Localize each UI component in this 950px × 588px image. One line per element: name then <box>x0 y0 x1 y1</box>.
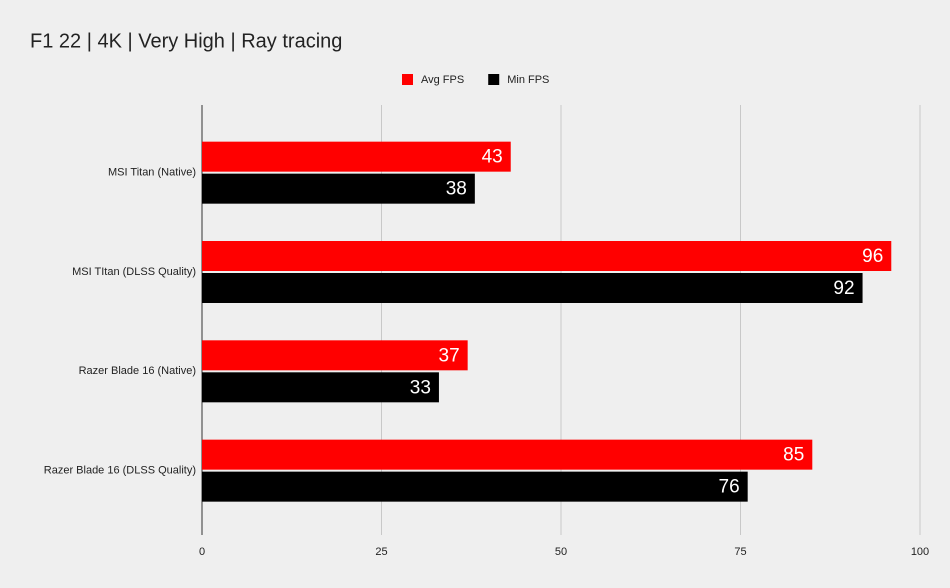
data-label: 96 <box>862 246 883 267</box>
data-label: 85 <box>783 445 804 466</box>
bar <box>202 372 439 403</box>
bar <box>202 240 892 271</box>
data-label: 43 <box>482 147 503 168</box>
x-tick-label: 50 <box>555 546 567 558</box>
x-tick-label: 75 <box>734 546 746 558</box>
chart-title: F1 22 | 4K | Very High | Ray tracing <box>30 30 342 52</box>
bar <box>202 141 511 172</box>
bar <box>202 173 475 204</box>
data-label: 76 <box>719 477 740 498</box>
data-label: 33 <box>410 377 431 398</box>
bar <box>202 471 748 502</box>
x-tick-label: 0 <box>199 546 205 558</box>
y-tick-label: Razer Blade 16 (DLSS Quality) <box>44 465 196 477</box>
bar <box>202 439 813 470</box>
y-tick-label: MSI TItan (DLSS Quality) <box>72 266 196 278</box>
bar <box>202 340 468 371</box>
data-label: 38 <box>446 179 467 200</box>
y-tick-label: Razer Blade 16 (Native) <box>79 365 196 377</box>
legend-swatch <box>402 74 413 85</box>
x-tick-label: 100 <box>911 546 929 558</box>
bar <box>202 272 863 303</box>
legend-label: Avg FPS <box>421 74 464 86</box>
data-label: 37 <box>439 345 460 366</box>
legend-label: Min FPS <box>507 74 549 86</box>
y-tick-label: MSI Titan (Native) <box>108 167 196 179</box>
legend-swatch <box>488 74 500 85</box>
data-label: 92 <box>833 278 854 299</box>
x-tick-label: 25 <box>375 546 387 558</box>
